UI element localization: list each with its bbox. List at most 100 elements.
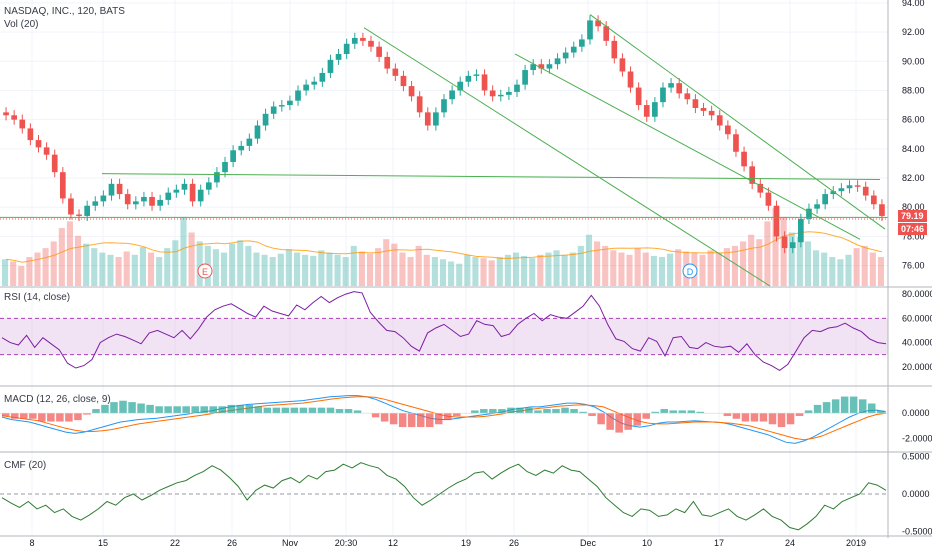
macd-histogram-bar [732, 413, 741, 419]
candle-body [116, 183, 123, 195]
macd-panel[interactable] [0, 395, 888, 444]
x-tick-label: 10 [642, 538, 652, 548]
x-tick-label: 22 [170, 538, 180, 548]
x-tick-label: 26 [227, 538, 237, 548]
x-tick-label: 15 [98, 538, 108, 548]
volume-bar [748, 234, 755, 286]
volume-bar [642, 252, 649, 286]
volume-bar [83, 243, 90, 286]
y-tick-label: 84.00 [902, 144, 925, 154]
candle-body [822, 194, 829, 205]
macd-histogram-bar [173, 406, 181, 414]
macd-histogram-bar [507, 407, 515, 414]
macd-histogram-bar [453, 413, 461, 416]
candle-body [384, 56, 391, 69]
macd-histogram-bar [831, 399, 840, 414]
macd-histogram-bar [254, 406, 263, 414]
volume-bar [91, 248, 98, 286]
cmf-panel[interactable] [0, 462, 888, 531]
volume-bar [358, 251, 365, 286]
volume-bar [821, 252, 828, 286]
y-tick-label: 0.0000 [902, 408, 930, 418]
macd-histogram-bar [777, 413, 786, 428]
macd-histogram-bar [371, 413, 380, 418]
volume-bar [107, 254, 114, 286]
countdown-tag: 07:46 [898, 223, 928, 235]
volume-bar [561, 254, 568, 286]
volume-bar [764, 221, 771, 286]
volume-bar [285, 249, 292, 286]
volume-bar [123, 251, 130, 286]
x-tick-label: 12 [388, 538, 398, 548]
y-tick-label: 60.0000 [902, 313, 932, 323]
macd-histogram-bar [398, 413, 407, 428]
volume-bar [464, 254, 471, 286]
trendline [101, 173, 881, 180]
candle-body [327, 59, 334, 73]
candle-body [230, 150, 236, 162]
volume-bar [504, 254, 511, 286]
candle-body [668, 83, 674, 88]
volume-bar [66, 221, 73, 286]
y-tick-label: 40.0000 [902, 338, 932, 348]
macd-histogram-bar [236, 404, 245, 414]
volume-bar [650, 255, 657, 286]
candle-body [570, 46, 577, 53]
candle-body [481, 74, 488, 91]
candle-body [408, 86, 415, 97]
macd-histogram-bar [425, 413, 434, 428]
candle-body [400, 75, 407, 87]
candle-body [660, 87, 666, 103]
volume-bar [675, 249, 682, 286]
rsi-label: RSI (14, close) [4, 292, 71, 303]
volume-bar [302, 254, 309, 286]
macd-histogram-bar [146, 404, 154, 414]
macd-histogram-bar [326, 407, 335, 414]
macd-histogram-bar [245, 404, 254, 414]
y-tick-label: 86.00 [902, 115, 925, 125]
volume-bar [626, 254, 633, 286]
macd-histogram-bar [155, 406, 163, 414]
candle-body [376, 46, 382, 57]
volume-bar [480, 258, 487, 286]
macd-histogram-bar [786, 413, 795, 425]
macd-histogram-bar [182, 406, 190, 414]
candle-body [254, 125, 261, 139]
macd-histogram-bar [290, 407, 299, 414]
candle-body [879, 204, 885, 216]
volume-bar [220, 252, 228, 286]
dividend-badge [682, 263, 698, 279]
y-tick-label: 88.00 [902, 85, 925, 95]
candle-body [522, 70, 528, 85]
candle-body [335, 53, 342, 60]
macd-histogram-bar [317, 407, 326, 414]
rsi-panel[interactable] [0, 291, 888, 371]
volume-bar [383, 239, 390, 286]
candle-body [149, 196, 155, 206]
y-tick-label: 20.0000 [902, 362, 932, 372]
volume-bar [318, 250, 325, 286]
candle-body [287, 100, 293, 106]
volume-bar [18, 265, 25, 286]
volume-bar [310, 255, 317, 286]
candle-body [343, 43, 350, 54]
candle-body [108, 183, 115, 196]
y-tick-label: 76.00 [902, 261, 925, 271]
candle-body [530, 64, 537, 71]
volume-bar [293, 252, 301, 286]
volume-label: Vol (20) [4, 19, 39, 30]
volume-bar [277, 253, 284, 286]
candle-body [789, 242, 796, 249]
volume-bar [537, 254, 544, 286]
macd-histogram-bar [299, 407, 308, 414]
macd-histogram-bar [849, 396, 858, 414]
macd-histogram-bar [65, 413, 73, 422]
macd-histogram-bar [209, 406, 217, 414]
y-tick-label: 78.00 [902, 231, 925, 241]
volume-bar [415, 245, 422, 286]
macd-histogram-bar [597, 413, 605, 425]
volume-bar [731, 245, 739, 286]
candle-body [157, 199, 163, 206]
candle-body [506, 91, 512, 95]
